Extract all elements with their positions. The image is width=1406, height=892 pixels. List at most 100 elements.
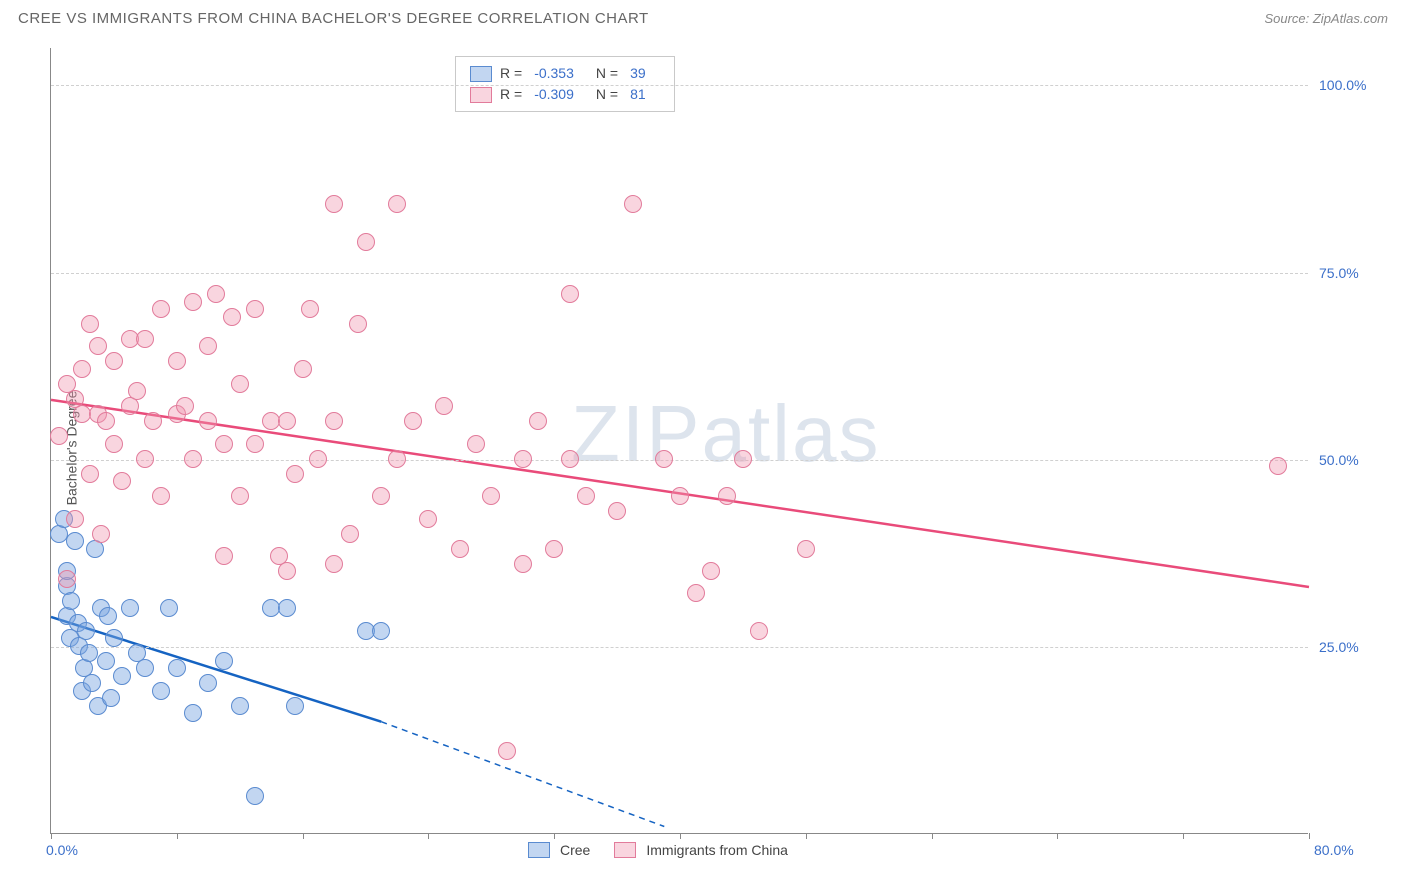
y-tick-label: 25.0% (1319, 639, 1359, 655)
scatter-point (105, 435, 123, 453)
scatter-point (113, 667, 131, 685)
scatter-point (184, 704, 202, 722)
scatter-point (309, 450, 327, 468)
scatter-point (286, 465, 304, 483)
scatter-point (372, 487, 390, 505)
x-tick (932, 833, 933, 839)
scatter-point (388, 450, 406, 468)
scatter-point (152, 682, 170, 700)
x-axis-max-label: 80.0% (1314, 842, 1354, 858)
scatter-point (301, 300, 319, 318)
scatter-point (482, 487, 500, 505)
y-tick-label: 75.0% (1319, 265, 1359, 281)
scatter-point (577, 487, 595, 505)
scatter-point (294, 360, 312, 378)
scatter-point (184, 450, 202, 468)
scatter-point (152, 300, 170, 318)
scatter-point (325, 195, 343, 213)
scatter-point (388, 195, 406, 213)
scatter-point (62, 592, 80, 610)
scatter-point (435, 397, 453, 415)
scatter-point (278, 599, 296, 617)
scatter-point (349, 315, 367, 333)
scatter-point (278, 412, 296, 430)
scatter-point (97, 412, 115, 430)
scatter-point (92, 525, 110, 543)
x-tick (428, 833, 429, 839)
x-tick (1057, 833, 1058, 839)
scatter-point (73, 360, 91, 378)
x-tick (177, 833, 178, 839)
scatter-point (231, 375, 249, 393)
chart-title: CREE VS IMMIGRANTS FROM CHINA BACHELOR'S… (18, 10, 649, 27)
scatter-point (419, 510, 437, 528)
scatter-point (223, 308, 241, 326)
scatter-point (246, 300, 264, 318)
scatter-point (671, 487, 689, 505)
scatter-point (357, 233, 375, 251)
scatter-point (372, 622, 390, 640)
series-legend: Cree Immigrants from China (528, 842, 788, 858)
x-axis-min-label: 0.0% (46, 842, 78, 858)
scatter-point (246, 787, 264, 805)
grid-line (51, 85, 1308, 86)
scatter-point (105, 352, 123, 370)
scatter-point (325, 555, 343, 573)
scatter-point (168, 352, 186, 370)
scatter-point (561, 450, 579, 468)
x-tick (554, 833, 555, 839)
chart-plot-area: ZIPatlas R = -0.353 N = 39 R = -0.309 N … (50, 48, 1308, 834)
scatter-point (97, 652, 115, 670)
scatter-point (624, 195, 642, 213)
x-tick (1309, 833, 1310, 839)
scatter-point (687, 584, 705, 602)
scatter-point (498, 742, 516, 760)
scatter-point (152, 487, 170, 505)
scatter-point (529, 412, 547, 430)
scatter-point (207, 285, 225, 303)
scatter-point (561, 285, 579, 303)
scatter-point (215, 547, 233, 565)
scatter-point (99, 607, 117, 625)
scatter-point (81, 465, 99, 483)
scatter-point (246, 435, 264, 453)
scatter-point (144, 412, 162, 430)
scatter-point (514, 555, 532, 573)
scatter-point (325, 412, 343, 430)
grid-line (51, 647, 1308, 648)
scatter-point (797, 540, 815, 558)
trend-line-dashed (381, 722, 664, 827)
scatter-point (545, 540, 563, 558)
scatter-point (1269, 457, 1287, 475)
scatter-point (199, 337, 217, 355)
scatter-point (121, 599, 139, 617)
x-tick (680, 833, 681, 839)
x-tick (806, 833, 807, 839)
legend-label-cree: Cree (560, 842, 590, 858)
scatter-point (136, 330, 154, 348)
scatter-point (136, 659, 154, 677)
scatter-point (184, 293, 202, 311)
y-tick-label: 50.0% (1319, 452, 1359, 468)
scatter-point (718, 487, 736, 505)
legend-swatch-cree-bottom (528, 842, 550, 858)
scatter-point (231, 697, 249, 715)
scatter-point (215, 652, 233, 670)
scatter-point (514, 450, 532, 468)
legend-swatch-china-bottom (614, 842, 636, 858)
scatter-point (702, 562, 720, 580)
scatter-point (341, 525, 359, 543)
grid-line (51, 460, 1308, 461)
scatter-point (168, 659, 186, 677)
scatter-point (231, 487, 249, 505)
scatter-point (50, 427, 68, 445)
scatter-point (199, 674, 217, 692)
trend-lines-svg (51, 48, 1309, 834)
scatter-point (750, 622, 768, 640)
scatter-point (286, 697, 304, 715)
scatter-point (467, 435, 485, 453)
scatter-point (89, 337, 107, 355)
scatter-point (451, 540, 469, 558)
scatter-point (66, 532, 84, 550)
chart-header: CREE VS IMMIGRANTS FROM CHINA BACHELOR'S… (0, 0, 1406, 35)
